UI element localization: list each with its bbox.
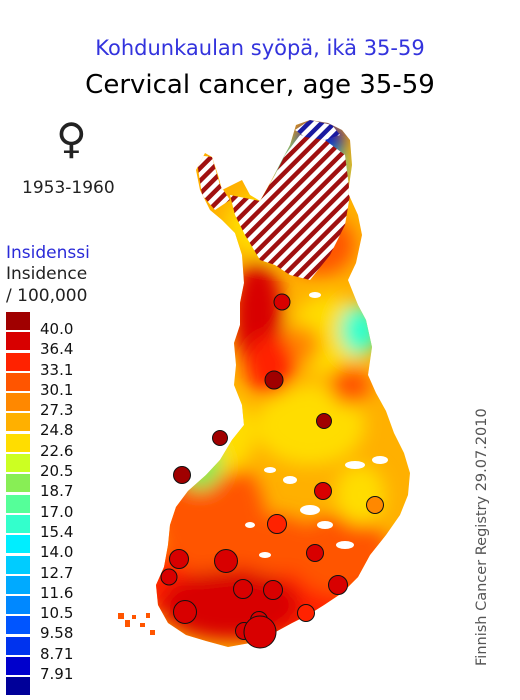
lakes xyxy=(245,292,388,558)
legend-label: 20.5 xyxy=(40,462,74,481)
legend-label: 7.91 xyxy=(40,665,74,684)
hatched-area xyxy=(230,135,350,280)
legend-swatch xyxy=(6,494,30,513)
map-svg xyxy=(118,120,410,649)
legend-swatch xyxy=(6,677,30,696)
city-marker xyxy=(306,544,324,562)
legend-label: 11.6 xyxy=(40,583,74,602)
legend-title-english: Insidence xyxy=(6,264,88,284)
legend-label: 17.0 xyxy=(40,502,74,521)
legend-swatch xyxy=(6,657,30,676)
legend-label: 33.1 xyxy=(40,360,74,379)
city-marker xyxy=(160,568,178,586)
city-marker xyxy=(214,549,238,573)
credit-text: Finnish Cancer Registry 29.07.2010 xyxy=(474,408,490,666)
legend-swatch xyxy=(6,454,30,473)
legend-swatch xyxy=(6,535,30,554)
city-markers xyxy=(160,293,384,649)
legend-label: 30.1 xyxy=(40,380,74,399)
legend-label: 9.58 xyxy=(40,624,74,643)
incidence-surface xyxy=(156,120,410,647)
city-marker xyxy=(263,580,283,600)
legend-label: 14.0 xyxy=(40,543,74,562)
finland-incidence-map xyxy=(110,115,420,655)
legend-title-finnish: Insidenssi xyxy=(6,243,90,263)
legend-swatch xyxy=(6,433,30,452)
city-marker xyxy=(169,549,189,569)
legend-label: 12.7 xyxy=(40,563,74,582)
city-marker xyxy=(297,604,315,622)
legend-swatch xyxy=(6,332,30,351)
legend-swatch xyxy=(6,413,30,432)
legend-swatch xyxy=(6,372,30,391)
city-marker xyxy=(264,370,284,390)
legend-label: 22.6 xyxy=(40,441,74,460)
map-title-finnish: Kohdunkaulan syöpä, ikä 35-59 xyxy=(95,36,425,60)
city-marker xyxy=(328,575,348,595)
city-marker xyxy=(273,293,291,311)
legend-swatch xyxy=(6,393,30,412)
hatched-area-north xyxy=(295,120,340,140)
city-marker xyxy=(366,496,384,514)
legend-swatch xyxy=(6,575,30,594)
hatched-arm xyxy=(196,155,230,210)
legend-swatch xyxy=(6,514,30,533)
legend-swatch xyxy=(6,636,30,655)
city-marker xyxy=(316,413,332,429)
legend-label: 36.4 xyxy=(40,340,74,359)
legend-unit: / 100,000 xyxy=(6,286,88,306)
city-marker xyxy=(267,514,287,534)
legend-swatch xyxy=(6,616,30,635)
legend-label: 27.3 xyxy=(40,401,74,420)
legend-label: 24.8 xyxy=(40,421,74,440)
period-label: 1953-1960 xyxy=(22,178,115,198)
city-marker xyxy=(173,466,191,484)
archipelago xyxy=(118,613,155,635)
legend-swatch xyxy=(6,474,30,493)
female-symbol-icon: ♀ xyxy=(56,114,87,163)
legend-label: 8.71 xyxy=(40,644,74,663)
city-marker xyxy=(173,600,197,624)
legend-label: 40.0 xyxy=(40,320,74,338)
legend-swatch xyxy=(6,312,30,330)
city-marker xyxy=(243,615,277,649)
legend-swatch xyxy=(6,555,30,574)
city-marker xyxy=(212,430,228,446)
legend-label: 10.5 xyxy=(40,604,74,623)
city-marker xyxy=(314,482,332,500)
legend-label: 15.4 xyxy=(40,522,74,541)
map-title-english: Cervical cancer, age 35-59 xyxy=(85,70,435,100)
city-marker xyxy=(233,579,253,599)
legend-label: 18.7 xyxy=(40,482,74,501)
legend-swatch xyxy=(6,352,30,371)
legend-swatch xyxy=(6,596,30,615)
